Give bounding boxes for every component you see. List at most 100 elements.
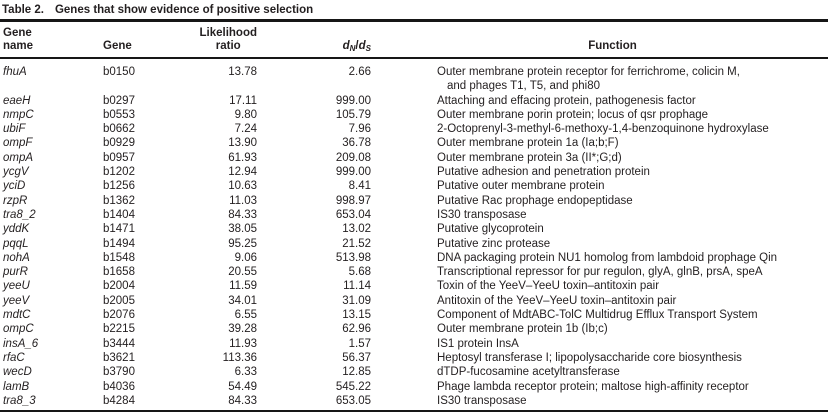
- likelihood-ratio-cell: 13.78: [228, 66, 257, 78]
- function-line: Putative outer membrane protein: [437, 180, 605, 193]
- gene-id-cell: b3790: [103, 366, 135, 379]
- likelihood-ratio-cell: 6.33: [234, 366, 257, 379]
- table-row: tra8_2 b1404 84.33 653.04 IS30 transposa…: [0, 208, 828, 222]
- gene-name-cell: yciD: [3, 180, 26, 193]
- likelihood-ratio-cell: 9.80: [234, 108, 257, 121]
- likelihood-ratio-cell: 11.03: [229, 194, 257, 207]
- table-row: nmpC b0553 9.80 105.79 Outer membrane po…: [0, 108, 828, 122]
- col-header-likelihood-ratio-lines: Likelihood ratio: [200, 27, 258, 53]
- likelihood-ratio-cell: 34.01: [228, 294, 257, 307]
- table-row: rfaC b3621 113.36 56.37 Heptosyl transfe…: [0, 351, 828, 365]
- gene-id-cell: b2215: [103, 323, 135, 336]
- function-line: 2-Octoprenyl-3-methyl-6-methoxy-1,4-benz…: [437, 123, 769, 136]
- gene-id-cell: b1494: [103, 237, 135, 250]
- dnds-formula: dN/dS: [343, 40, 371, 53]
- table-row: ompC b2215 39.28 62.96 Outer membrane pr…: [0, 322, 828, 336]
- gene-name-cell: lamB: [3, 380, 30, 393]
- gene-name-cell: purR: [3, 266, 28, 279]
- gene-id-cell: b1202: [103, 166, 135, 179]
- function-line: Putative Rac prophage endopeptidase: [437, 194, 633, 207]
- gene-name-cell: ubiF: [3, 123, 26, 136]
- gene-name-cell: mdtC: [3, 309, 31, 322]
- dn-ds-cell: 13.15: [342, 309, 371, 322]
- dn-ds-cell: 21.52: [342, 237, 371, 250]
- gene-name-cell: eaeH: [3, 94, 31, 107]
- dn-ds-cell: 13.02: [342, 223, 371, 236]
- gene-name-cell: insA_6: [3, 337, 39, 350]
- top-rule: [0, 19, 828, 22]
- function-line: DNA packaging protein NU1 homolog from l…: [437, 251, 778, 264]
- dnds-d2: d: [358, 40, 366, 52]
- dn-ds-cell: 105.79: [335, 108, 371, 121]
- function-cell: Outer membrane protein receptor for ferr…: [373, 65, 828, 94]
- dn-ds-cell: 7.96: [348, 123, 371, 136]
- function-cell: Putative adhesion and penetration protei…: [373, 165, 828, 179]
- function-line: Outer membrane porin protein; locus of q…: [437, 108, 709, 121]
- dn-ds-cell: 5.68: [348, 266, 371, 279]
- function-line: Component of MdtABC-TolC Multidrug Efflu…: [437, 309, 758, 322]
- function-cell: Putative Rac prophage endopeptidase: [373, 194, 828, 208]
- gene-name-cell: ompF: [3, 137, 33, 150]
- table-row: yciD b1256 10.63 8.41 Putative outer mem…: [0, 179, 828, 193]
- table-caption-label: Table 2.: [2, 4, 44, 16]
- table-row: ubiF b0662 7.24 7.96 2-Octoprenyl-3-meth…: [0, 122, 828, 136]
- dn-ds-cell: 36.78: [342, 137, 371, 150]
- function-cell: Attaching and effacing protein, pathogen…: [373, 94, 828, 108]
- likelihood-ratio-cell: 17.11: [229, 94, 257, 107]
- table-row: lamB b4036 54.49 545.22 Phage lambda rec…: [0, 380, 828, 394]
- likelihood-ratio-cell: 38.05: [228, 223, 257, 236]
- function-line: Putative glycoprotein: [437, 223, 544, 236]
- gene-id-cell: b1548: [103, 251, 135, 264]
- gene-name-cell: nmpC: [3, 108, 34, 121]
- function-cell: Heptosyl transferase I; lipopolysacchari…: [373, 351, 828, 365]
- function-line: Putative zinc protease: [437, 237, 551, 250]
- table-row: mdtC b2076 6.55 13.15 Component of MdtAB…: [0, 308, 828, 322]
- table-header-row: Gene name Gene Likelihood ratio dN/dS Fu…: [0, 22, 828, 57]
- dn-ds-cell: 653.04: [335, 208, 371, 221]
- likelihood-ratio-cell: 84.33: [228, 394, 257, 407]
- gene-id-cell: b1362: [103, 194, 135, 207]
- function-cell: Outer membrane protein 3a (II*;G;d): [373, 151, 828, 165]
- gene-id-cell: b2004: [103, 280, 135, 293]
- function-cell: Putative outer membrane protein: [373, 179, 828, 193]
- col-header-dnds: dN/dS: [259, 40, 373, 53]
- table-row: ompF b0929 13.90 36.78 Outer membrane pr…: [0, 136, 828, 150]
- gene-name-cell: fhuA: [3, 66, 27, 78]
- gene-name-cell: ompC: [3, 323, 34, 336]
- header-rule: [0, 57, 828, 59]
- dn-ds-cell: 8.41: [348, 180, 371, 193]
- function-cell: DNA packaging protein NU1 homolog from l…: [373, 251, 828, 265]
- function-line: Antitoxin of the YeeV–YeeU toxin–antitox…: [437, 294, 677, 307]
- gene-id-cell: b0929: [103, 137, 135, 150]
- function-line: Outer membrane protein 1b (Ib;c): [437, 323, 608, 336]
- gene-id-cell: b0297: [103, 94, 135, 107]
- gene-name-cell: nohA: [3, 251, 30, 264]
- function-cell: Antitoxin of the YeeV–YeeU toxin–antitox…: [373, 294, 828, 308]
- gene-id-cell: b3444: [103, 337, 135, 350]
- likelihood-ratio-cell: 6.55: [234, 309, 257, 322]
- col-header-gene-name-line1: Gene: [3, 27, 32, 39]
- gene-name-cell: pqqL: [3, 237, 29, 250]
- function-line: Heptosyl transferase I; lipopolysacchari…: [437, 351, 742, 364]
- table-row: fhuA b0150 13.78 2.66 Outer membrane pro…: [0, 65, 828, 94]
- function-line: Phage lambda receptor protein; maltose h…: [437, 380, 749, 393]
- dn-ds-cell: 653.05: [335, 394, 371, 407]
- gene-name-cell: ycgV: [3, 166, 29, 179]
- table-row: insA_6 b3444 11.93 1.57 IS1 protein InsA: [0, 337, 828, 351]
- gene-id-cell: b4284: [103, 394, 135, 407]
- function-line: IS30 transposase: [437, 394, 527, 407]
- dn-ds-cell: 999.00: [335, 94, 371, 107]
- table-row: yddK b1471 38.05 13.02 Putative glycopro…: [0, 222, 828, 236]
- dn-ds-cell: 513.98: [335, 251, 371, 264]
- dn-ds-cell: 31.09: [342, 294, 371, 307]
- function-line: dTDP-fucosamine acetyltransferase: [437, 366, 620, 379]
- table-row: wecD b3790 6.33 12.85 dTDP-fucosamine ac…: [0, 365, 828, 379]
- gene-name-cell: yddK: [3, 223, 30, 236]
- gene-name-cell: yeeV: [3, 294, 30, 307]
- likelihood-ratio-cell: 11.59: [229, 280, 257, 293]
- function-cell: IS1 protein InsA: [373, 337, 828, 351]
- gene-name-cell: wecD: [3, 366, 32, 379]
- gene-id-cell: b0957: [103, 151, 135, 164]
- gene-id-cell: b1256: [103, 180, 135, 193]
